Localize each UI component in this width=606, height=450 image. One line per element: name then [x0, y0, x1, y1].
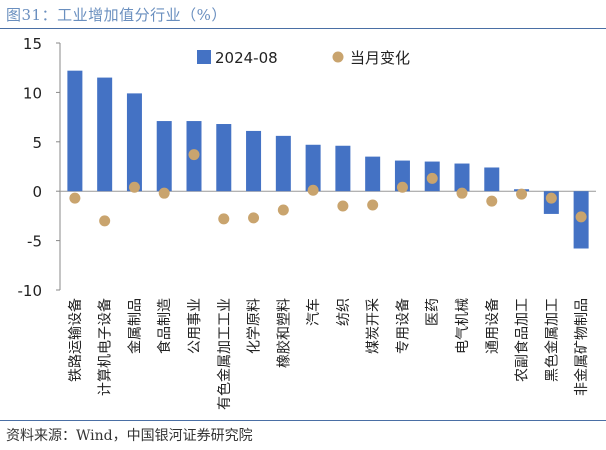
change-dot [99, 215, 111, 227]
legend: 2024-08 当月变化 [197, 49, 410, 67]
bar [97, 77, 113, 192]
y-tick-label: 5 [32, 134, 42, 152]
bar-series [67, 70, 589, 249]
category-label: 通用设备 [484, 298, 501, 354]
change-dot [486, 195, 498, 207]
category-label: 煤炭开采 [366, 298, 382, 354]
y-tick-label: 15 [23, 35, 42, 53]
change-dot [426, 172, 438, 184]
category-label: 纺织 [336, 298, 352, 326]
category-label: 电气机械 [455, 298, 471, 354]
change-dot [456, 187, 468, 199]
change-dot [337, 200, 349, 212]
category-label: 有色金属加工工业 [216, 298, 233, 410]
bar [126, 93, 142, 192]
bar [484, 167, 500, 192]
category-label: 金属制品 [127, 298, 143, 354]
y-axis: -10 -5 0 5 10 15 [18, 35, 596, 300]
bar [275, 135, 291, 192]
change-dot [575, 211, 587, 223]
category-label: 化学原料 [247, 298, 263, 354]
chart-title: 图31：工业增加值分行业（%） [6, 6, 227, 24]
bar [365, 156, 381, 192]
bottom-rule [0, 420, 606, 421]
change-dot [69, 192, 81, 204]
change-dot [396, 181, 408, 193]
y-tick-label: 10 [23, 84, 42, 102]
category-label: 黑色金属加工 [543, 298, 560, 382]
change-dot [277, 204, 289, 216]
category-labels: 铁路运输设备 计算机电子设备 金属制品 食品制造 公用事业 有色金属加工工业 化学原料 橡胶和… [67, 298, 590, 410]
bar [216, 124, 232, 192]
chart: -10 -5 0 5 10 15 铁路运输设备 计算机电子设备 金属制品 食品制造 公用事业 有色金… [18, 35, 596, 410]
top-rule [0, 28, 606, 29]
bar [246, 130, 262, 192]
bar [156, 121, 172, 192]
legend-bar-label: 2024-08 [215, 49, 278, 67]
legend-dot-label: 当月变化 [350, 49, 410, 67]
y-tick-label: -5 [27, 233, 42, 251]
category-label: 专用设备 [394, 298, 411, 354]
category-label: 农副食品加工 [514, 298, 531, 382]
dot-series [69, 149, 587, 227]
category-label: 铁路运输设备 [67, 298, 84, 382]
bar [454, 163, 470, 192]
category-label: 医药 [425, 298, 441, 326]
bar [305, 144, 321, 192]
category-label: 汽车 [305, 298, 322, 326]
change-dot [218, 213, 230, 225]
change-dot [158, 187, 170, 199]
change-dot [516, 188, 528, 200]
category-label: 公用事业 [187, 298, 203, 354]
bar [335, 145, 351, 192]
y-tick-label: -10 [18, 282, 43, 300]
category-label: 橡胶和塑料 [275, 298, 292, 368]
change-dot [128, 181, 140, 193]
category-label: 非金属矿物制品 [574, 298, 590, 396]
legend-bar-swatch [197, 50, 211, 64]
change-dot [248, 212, 260, 224]
source-note: 资料来源：Wind，中国银河证券研究院 [6, 428, 253, 444]
change-dot [367, 199, 379, 211]
y-tick-label: 0 [32, 183, 42, 201]
category-label: 食品制造 [156, 298, 173, 354]
change-dot [307, 184, 319, 196]
bar [67, 70, 83, 192]
legend-dot-swatch [332, 51, 344, 63]
change-dot [545, 192, 557, 204]
category-label: 计算机电子设备 [97, 298, 114, 396]
change-dot [188, 149, 200, 161]
